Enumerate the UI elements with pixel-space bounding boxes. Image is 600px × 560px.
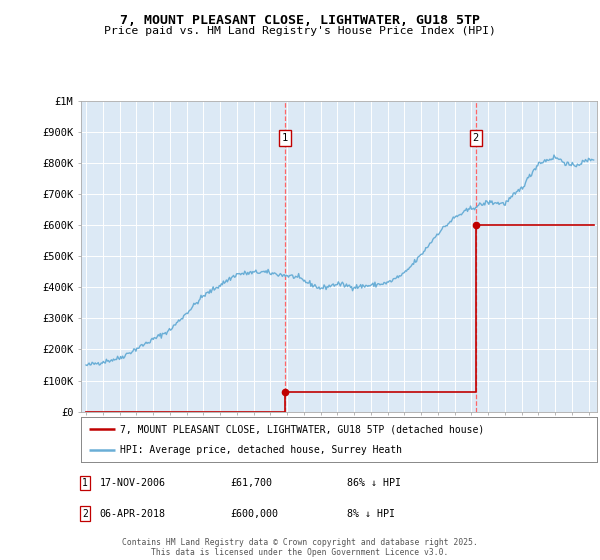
Text: £600,000: £600,000: [230, 508, 278, 519]
Text: 1: 1: [282, 133, 288, 143]
Text: 2: 2: [473, 133, 479, 143]
Text: 7, MOUNT PLEASANT CLOSE, LIGHTWATER, GU18 5TP: 7, MOUNT PLEASANT CLOSE, LIGHTWATER, GU1…: [120, 14, 480, 27]
Text: Contains HM Land Registry data © Crown copyright and database right 2025.
This d: Contains HM Land Registry data © Crown c…: [122, 538, 478, 557]
Text: 8% ↓ HPI: 8% ↓ HPI: [347, 508, 395, 519]
Text: 1: 1: [82, 478, 88, 488]
Text: 86% ↓ HPI: 86% ↓ HPI: [347, 478, 401, 488]
Text: HPI: Average price, detached house, Surrey Heath: HPI: Average price, detached house, Surr…: [119, 445, 402, 455]
Text: Price paid vs. HM Land Registry's House Price Index (HPI): Price paid vs. HM Land Registry's House …: [104, 26, 496, 36]
Text: 17-NOV-2006: 17-NOV-2006: [100, 478, 166, 488]
Text: 06-APR-2018: 06-APR-2018: [100, 508, 166, 519]
Text: 2: 2: [82, 508, 88, 519]
Text: 7, MOUNT PLEASANT CLOSE, LIGHTWATER, GU18 5TP (detached house): 7, MOUNT PLEASANT CLOSE, LIGHTWATER, GU1…: [119, 424, 484, 435]
Text: £61,700: £61,700: [230, 478, 272, 488]
